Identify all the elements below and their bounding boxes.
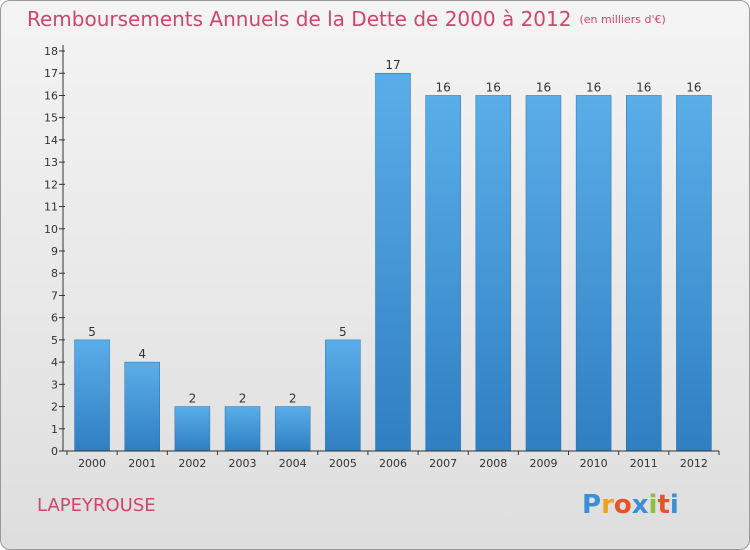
x-tick-label-2008: 2008 (479, 457, 507, 470)
data-label-2008: 16 (486, 80, 501, 94)
bar-2002 (174, 406, 211, 452)
y-tick-label-1: 1 (51, 423, 58, 436)
x-tick-label-2010: 2010 (580, 457, 608, 470)
y-tick-label-5: 5 (51, 334, 58, 347)
y-tick-label-2: 2 (51, 401, 58, 414)
bar-2007 (425, 95, 461, 452)
y-tick-label-7: 7 (51, 289, 58, 302)
y-tick-label-15: 15 (44, 112, 58, 125)
x-tick-label-2011: 2011 (630, 457, 658, 470)
logo-letter: x (631, 490, 649, 520)
x-tick-label-2004: 2004 (279, 457, 307, 470)
y-tick-label-9: 9 (51, 245, 58, 258)
town-name: LAPEYROUSE (37, 495, 156, 516)
x-tick-label-2000: 2000 (78, 457, 106, 470)
data-label-2004: 2 (289, 392, 297, 406)
bar-2003 (224, 406, 261, 452)
bar-2008 (475, 95, 512, 452)
data-label-2002: 2 (189, 392, 197, 406)
y-tick-label-10: 10 (44, 223, 58, 236)
logo-letter: r (601, 490, 614, 520)
y-tick-label-14: 14 (44, 134, 58, 147)
x-tick-label-2006: 2006 (379, 457, 407, 470)
y-tick-label-0: 0 (51, 445, 58, 458)
x-tick-label-2001: 2001 (128, 457, 156, 470)
y-tick-label-18: 18 (44, 45, 58, 58)
y-tick-label-16: 16 (44, 89, 58, 102)
bar-2006 (375, 72, 411, 452)
bar-2011 (626, 95, 662, 452)
bar-2004 (274, 406, 311, 452)
bar-2010 (575, 95, 612, 452)
chart-subtitle: (en milliers d'€) (579, 13, 666, 26)
bar-2012 (676, 95, 712, 452)
x-tick-label-2005: 2005 (329, 457, 357, 470)
logo-letter: i (648, 490, 658, 520)
axes-group: 2000 2001 2002 2003 2004 2005 2006 2007 2008 2009… (44, 45, 720, 470)
x-tick-label-2009: 2009 (529, 457, 557, 470)
x-tick-label-2012: 2012 (680, 457, 708, 470)
data-label-2000: 5 (88, 325, 96, 339)
bar-2001 (124, 361, 160, 452)
bar-2005 (325, 339, 361, 452)
data-label-2006: 17 (385, 58, 400, 72)
y-tick-label-3: 3 (51, 378, 58, 391)
logo-letter: o (613, 490, 632, 520)
proxiti-logo[interactable]: Proxiti (582, 490, 679, 520)
y-tick-label-8: 8 (51, 267, 58, 280)
bar-2000 (74, 339, 110, 452)
y-tick-label-4: 4 (51, 356, 58, 369)
chart-title-line: Remboursements Annuels de la Dette de 20… (27, 7, 666, 31)
logo-letter: i (669, 490, 679, 520)
x-tick-label-2003: 2003 (229, 457, 257, 470)
bars-group: 5 4 2 2 2 5 17 16 16 16 16 16 16 (74, 58, 712, 452)
x-tick-label-2007: 2007 (429, 457, 457, 470)
y-tick-label-13: 13 (44, 156, 58, 169)
data-label-2009: 16 (536, 80, 551, 94)
data-label-2003: 2 (239, 392, 247, 406)
y-tick-label-17: 17 (44, 67, 58, 80)
x-tick-label-2002: 2002 (178, 457, 206, 470)
data-label-2011: 16 (636, 80, 651, 94)
data-label-2005: 5 (339, 325, 347, 339)
data-label-2010: 16 (586, 80, 601, 94)
y-tick-label-6: 6 (51, 312, 58, 325)
y-tick-label-12: 12 (44, 178, 58, 191)
bar-2009 (525, 95, 562, 452)
data-label-2012: 16 (686, 80, 701, 94)
data-label-2007: 16 (436, 80, 451, 94)
chart-title: Remboursements Annuels de la Dette de 20… (27, 7, 572, 31)
logo-letter: t (657, 490, 670, 520)
data-label-2001: 4 (138, 347, 146, 361)
logo-letter: P (582, 490, 602, 520)
y-tick-label-11: 11 (44, 201, 58, 214)
